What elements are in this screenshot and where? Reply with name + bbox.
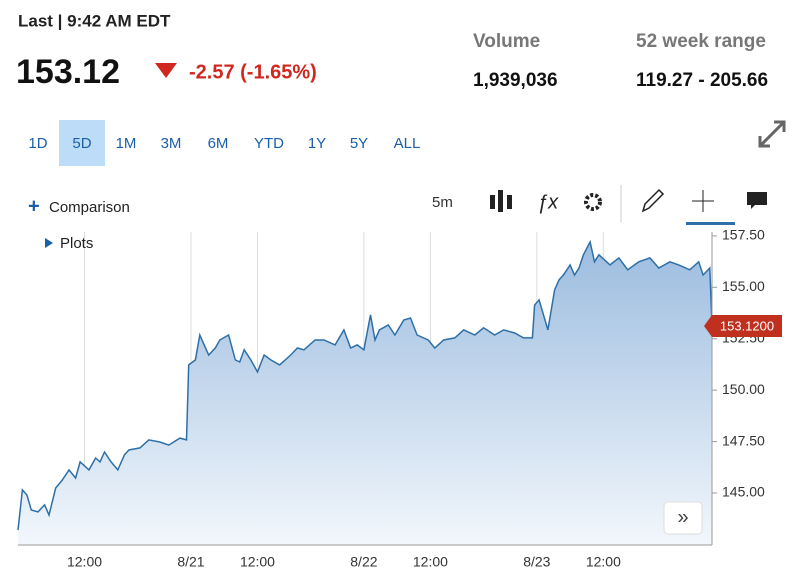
- range-tab[interactable]: 5Y: [350, 135, 368, 152]
- comment-icon[interactable]: [747, 192, 767, 209]
- area: [18, 241, 712, 545]
- candle-icon[interactable]: [490, 190, 512, 212]
- active-underline: [686, 222, 735, 225]
- range-tab[interactable]: 1D: [28, 135, 47, 152]
- range-tab[interactable]: YTD: [254, 135, 284, 152]
- plus: +: [28, 195, 40, 217]
- x-tick-label: 12:00: [413, 554, 448, 570]
- interval[interactable]: 5m: [432, 194, 453, 211]
- last-price-label: 153.1200: [720, 318, 774, 333]
- range-tab[interactable]: 1M: [116, 135, 137, 152]
- range-tab[interactable]: 6M: [208, 135, 229, 152]
- y-tick-label: 145.00: [722, 484, 765, 500]
- selected-tab-bg: [59, 120, 105, 166]
- range-tab[interactable]: ALL: [394, 135, 421, 152]
- x-tick-label: 8/23: [523, 554, 550, 570]
- scroll-icon[interactable]: »: [677, 506, 688, 528]
- range-tab[interactable]: 3M: [161, 135, 182, 152]
- scroll-button[interactable]: [663, 501, 703, 535]
- range-label: 52 week range: [636, 31, 766, 52]
- plots-arrow[interactable]: [45, 238, 53, 248]
- chart: 12:00 8/21 12:00 8/22 12:00 8/23 12:00 145.00 14…: [17, 227, 782, 570]
- x-tick-label: 12:00: [240, 554, 275, 570]
- y-tick-label: 157.50: [722, 227, 765, 243]
- volume: 1,939,036: [473, 70, 558, 91]
- pencil-icon[interactable]: [641, 188, 665, 213]
- y-tick-label: 147.50: [722, 432, 765, 448]
- tabs: 1D 5D 1M 3M 6M YTD 1Y 5Y ALL: [28, 135, 420, 152]
- expand-icon[interactable]: [758, 120, 786, 148]
- range-tab[interactable]: 5D: [72, 135, 91, 152]
- comparison[interactable]: Comparison: [49, 199, 130, 216]
- x-tick-label: 8/22: [350, 554, 377, 570]
- down-arrow: [155, 63, 177, 78]
- volume-label: Volume: [473, 31, 540, 52]
- price-line: [17, 239, 713, 531]
- crosshair-icon[interactable]: [692, 190, 714, 212]
- plots[interactable]: Plots: [60, 235, 93, 252]
- x-tick-label: 12:00: [67, 554, 102, 570]
- x-tick-label: 12:00: [586, 554, 621, 570]
- change: -2.57 (-1.65%): [189, 61, 317, 83]
- price: 153.12: [16, 53, 120, 91]
- last-price-tag: [704, 314, 782, 337]
- fx-icon[interactable]: ƒx: [537, 191, 559, 213]
- range-tab[interactable]: 1Y: [308, 135, 326, 152]
- settings-icon[interactable]: [584, 193, 602, 211]
- range: 119.27 - 205.66: [636, 70, 768, 91]
- last-time: Last | 9:42 AM EDT: [18, 11, 171, 30]
- y-tick-label: 150.00: [722, 381, 765, 397]
- x-tick-label: 8/21: [177, 554, 204, 570]
- y-tick-label: 155.00: [722, 278, 765, 294]
